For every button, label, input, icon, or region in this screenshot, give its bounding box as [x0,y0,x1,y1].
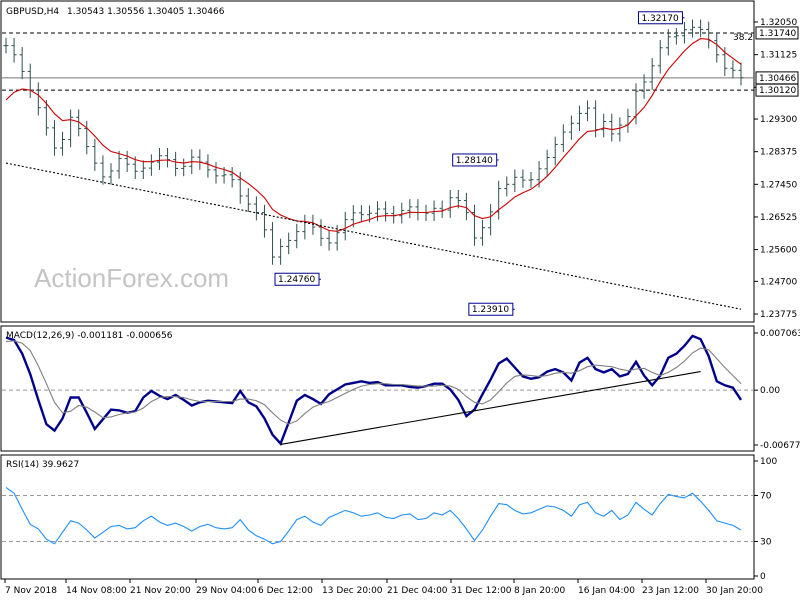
rsi-panel-frame [0,454,755,580]
y-tick-label: 70 [760,492,772,502]
x-tick-label: 16 Jan 04:00 [578,586,635,596]
x-tick-label: 29 Nov 04:00 [196,586,257,596]
y-tick-label: 1.29300 [760,115,797,125]
macd-trend-line [280,371,701,445]
price-annotation-label: 1.23910 [472,305,509,315]
y-tick-label: 1.24700 [760,277,797,287]
price-panel-frame [0,0,755,323]
macd-panel-frame [0,325,755,452]
level-label-box [755,83,799,97]
x-tick-label: 14 Nov 08:00 [66,586,127,596]
rsi-line [5,486,742,545]
y-tick-label: 0.00 [760,386,780,396]
x-tick-label: 13 Dec 20:00 [322,586,383,596]
rsi-panel-title: RSI(14) 39.9627 [6,460,79,470]
level-label: 1.31740 [759,29,796,39]
y-tick-label: 1.32050 [760,18,797,28]
price-annotation-label: 1.32170 [641,14,678,24]
price-annotation-label: 1.24760 [278,275,315,285]
trend-line [5,162,742,310]
y-tick-label: 1.27450 [760,180,797,190]
level-label-box [755,26,799,40]
x-tick-label: 21 Nov 20:00 [130,586,191,596]
y-tick-label: 100 [760,457,777,467]
y-tick-label: 1.28375 [760,148,797,158]
x-tick-label: 31 Dec 12:00 [451,586,512,596]
ohlc-readout: 1.30543 1.30556 1.30405 1.30466 [67,7,225,17]
y-tick-label: 0.007063 [760,329,800,339]
signal-line [5,340,742,425]
y-tick-label: 1.31125 [760,51,797,61]
y-tick-label: 1.25600 [760,246,797,256]
x-tick-label: 7 Nov 2018 [5,586,57,596]
price-panel-title: GBPUSD,H4 [6,7,59,17]
x-tick-label: 30 Jan 20:00 [706,586,763,596]
y-tick-label: 30 [760,538,772,548]
moving-average-line [5,38,742,232]
y-tick-label: -0.006774 [760,441,800,451]
x-tick-label: 6 Dec 12:00 [258,586,313,596]
y-tick-label: 0 [760,572,766,582]
level-label: 1.30120 [759,86,796,96]
y-tick-label: 1.23775 [760,310,797,320]
y-tick-label: 1.26525 [760,213,797,223]
fib-label: 38.2 [733,33,753,43]
macd-panel-title: MACD(12,26,9) -0.001181 -0.000656 [6,331,173,341]
level-label: 1.30466 [759,74,796,84]
watermark: ActionForex.com [34,263,229,293]
x-tick-label: 23 Jan 12:00 [642,586,699,596]
price-annotation-label: 1.28140 [456,156,493,166]
x-tick-label: 21 Dec 04:00 [387,586,448,596]
x-tick-label: 8 Jan 20:00 [514,586,566,596]
